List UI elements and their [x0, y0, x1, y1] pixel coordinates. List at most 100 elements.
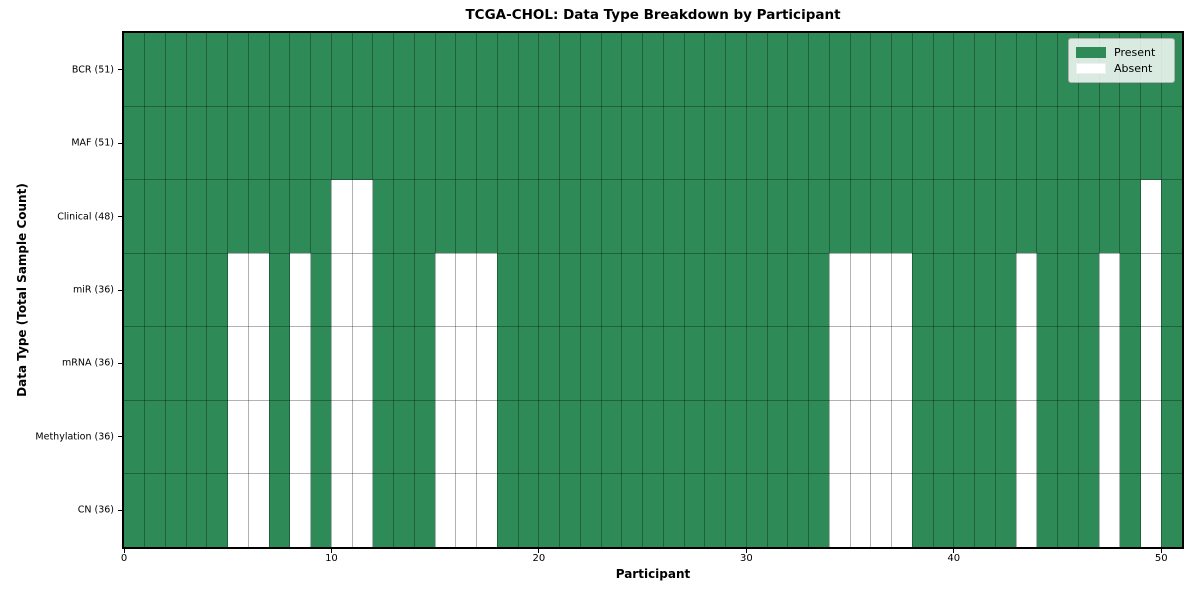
- cell-Methylation-p26: [663, 400, 685, 475]
- vertical-gridline: [559, 33, 561, 547]
- vertical-gridline: [372, 33, 374, 547]
- cell-Clinical-p47: [1099, 179, 1121, 254]
- cell-mRNA-p9: [310, 326, 332, 401]
- cell-miR-p40: [953, 253, 976, 328]
- cell-BCR-p32: [787, 33, 810, 107]
- legend-item-present: Present: [1076, 47, 1167, 58]
- cell-BCR-p12: [372, 33, 395, 107]
- cell-CN-p15: [435, 473, 457, 548]
- cell-mRNA-p7: [269, 326, 291, 401]
- vertical-gridline: [725, 33, 727, 547]
- cell-mRNA-p34: [829, 326, 851, 401]
- cell-Clinical-p11: [352, 179, 374, 254]
- cell-miR-p28: [704, 253, 727, 328]
- cell-mRNA-p8: [289, 326, 312, 401]
- cell-Clinical-p46: [1078, 179, 1100, 254]
- cell-mRNA-p15: [435, 326, 457, 401]
- cell-MAF-p24: [621, 106, 644, 181]
- cell-mRNA-p37: [891, 326, 913, 401]
- cell-mRNA-p43: [1016, 326, 1038, 401]
- cell-Clinical-p22: [580, 179, 602, 254]
- cell-BCR-p33: [808, 33, 830, 107]
- cell-MAF-p20: [538, 106, 561, 181]
- cell-Methylation-p45: [1057, 400, 1079, 475]
- cell-CN-p23: [601, 473, 623, 548]
- cell-MAF-p31: [767, 106, 789, 181]
- horizontal-gridline: [124, 179, 1182, 181]
- cell-mRNA-p12: [372, 326, 395, 401]
- vertical-gridline: [1098, 33, 1100, 547]
- cell-mRNA-p18: [497, 326, 519, 401]
- cell-MAF-p37: [891, 106, 913, 181]
- cell-CN-p5: [227, 473, 249, 548]
- cell-BCR-p22: [580, 33, 602, 107]
- cell-Clinical-p32: [787, 179, 810, 254]
- cell-BCR-p14: [414, 33, 436, 107]
- cell-mRNA-p1: [144, 326, 166, 401]
- cell-miR-p9: [310, 253, 332, 328]
- cell-MAF-p1: [144, 106, 166, 181]
- cell-CN-p26: [663, 473, 685, 548]
- cell-CN-p28: [704, 473, 727, 548]
- cell-miR-p13: [393, 253, 415, 328]
- cell-Methylation-p39: [933, 400, 955, 475]
- cell-Methylation-p42: [995, 400, 1017, 475]
- cell-CN-p25: [642, 473, 664, 548]
- vertical-gridline: [330, 33, 332, 547]
- cell-Methylation-p50: [1161, 400, 1183, 475]
- cell-Methylation-p40: [953, 400, 976, 475]
- cell-Clinical-p50: [1161, 179, 1183, 254]
- cell-MAF-p42: [995, 106, 1017, 181]
- vertical-gridline: [164, 33, 166, 547]
- cell-BCR-p31: [767, 33, 789, 107]
- cell-BCR-p30: [746, 33, 768, 107]
- cell-Clinical-p21: [559, 179, 581, 254]
- cell-BCR-p6: [248, 33, 270, 107]
- cell-BCR-p44: [1036, 33, 1059, 107]
- cell-mRNA-p25: [642, 326, 664, 401]
- vertical-gridline: [621, 33, 623, 547]
- cell-Methylation-p9: [310, 400, 332, 475]
- cell-Clinical-p24: [621, 179, 644, 254]
- cell-Methylation-p16: [455, 400, 478, 475]
- horizontal-gridline: [124, 399, 1182, 401]
- heatmap-cells-layer: [124, 33, 1183, 548]
- legend-label-absent: Absent: [1114, 62, 1153, 75]
- chart-title: TCGA-CHOL: Data Type Breakdown by Partic…: [465, 7, 841, 23]
- cell-miR-p43: [1016, 253, 1038, 328]
- cell-mRNA-p16: [455, 326, 478, 401]
- cell-Clinical-p49: [1140, 179, 1162, 254]
- cell-CN-p0: [124, 473, 146, 548]
- vertical-gridline: [1119, 33, 1121, 547]
- cell-BCR-p34: [829, 33, 851, 107]
- cell-BCR-p15: [435, 33, 457, 107]
- cell-Methylation-p37: [891, 400, 913, 475]
- cell-Methylation-p47: [1099, 400, 1121, 475]
- cell-CN-p42: [995, 473, 1017, 548]
- vertical-gridline: [1160, 33, 1162, 547]
- cell-MAF-p45: [1057, 106, 1079, 181]
- cell-CN-p3: [186, 473, 208, 548]
- cell-miR-p12: [372, 253, 395, 328]
- cell-mRNA-p44: [1036, 326, 1059, 401]
- vertical-gridline: [434, 33, 436, 547]
- cell-MAF-p50: [1161, 106, 1183, 181]
- cell-MAF-p46: [1078, 106, 1100, 181]
- cell-BCR-p25: [642, 33, 664, 107]
- cell-BCR-p40: [953, 33, 976, 107]
- cell-BCR-p3: [186, 33, 208, 107]
- cell-BCR-p2: [165, 33, 187, 107]
- cell-mRNA-p49: [1140, 326, 1162, 401]
- y-axis-label: Data Type (Total Sample Count): [15, 183, 29, 397]
- cell-Clinical-p48: [1119, 179, 1141, 254]
- cell-miR-p38: [912, 253, 934, 328]
- cell-CN-p46: [1078, 473, 1100, 548]
- y-tickmark: [118, 216, 122, 218]
- cell-MAF-p33: [808, 106, 830, 181]
- horizontal-gridline: [124, 326, 1182, 328]
- cell-Methylation-p43: [1016, 400, 1038, 475]
- cell-miR-p2: [165, 253, 187, 328]
- vertical-gridline: [870, 33, 872, 547]
- cell-Methylation-p34: [829, 400, 851, 475]
- cell-BCR-p13: [393, 33, 415, 107]
